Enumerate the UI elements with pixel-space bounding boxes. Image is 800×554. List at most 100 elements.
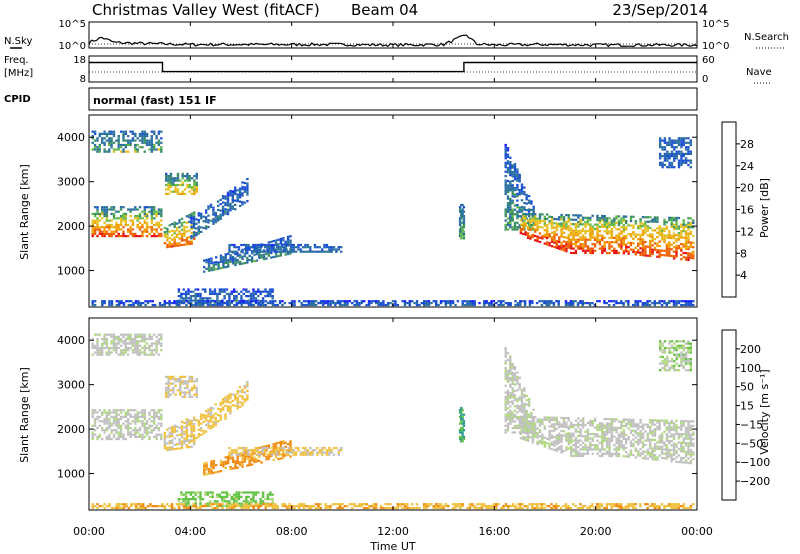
range-cell: [511, 210, 514, 213]
range-cell: [115, 349, 118, 352]
range-cell: [185, 446, 189, 449]
station-title: Christmas Valley West (fitACF): [92, 1, 320, 19]
range-cell: [677, 244, 681, 248]
range-cell: [692, 250, 695, 253]
range-cell: [653, 505, 656, 508]
range-cell: [202, 303, 205, 307]
range-cell: [531, 215, 534, 218]
range-cell: [670, 163, 674, 167]
range-cell: [201, 498, 205, 501]
range-cell: [186, 183, 189, 187]
range-cell: [127, 230, 130, 233]
range-cell: [225, 504, 229, 507]
range-cell: [625, 222, 628, 225]
range-cell: [601, 225, 604, 228]
range-cell: [122, 217, 125, 220]
range-cell: [680, 230, 683, 233]
range-cell: [555, 440, 558, 444]
range-cell: [324, 300, 327, 303]
range-cell: [661, 166, 664, 169]
range-cell: [646, 225, 649, 228]
range-cell: [181, 375, 184, 378]
range-cell: [471, 303, 474, 307]
range-cell: [226, 191, 230, 194]
range-cell: [129, 333, 132, 336]
range-cell: [165, 395, 168, 398]
range-cell: [271, 300, 275, 303]
range-cell: [473, 506, 476, 510]
range-cell: [680, 232, 683, 235]
range-cell: [504, 228, 507, 231]
range-cell: [311, 449, 314, 452]
range-cell: [598, 230, 602, 233]
range-cell: [124, 411, 127, 414]
range-cell: [454, 506, 457, 510]
range-cell: [546, 232, 549, 235]
range-cell: [307, 302, 311, 305]
range-cell: [570, 240, 573, 243]
range-cell: [523, 206, 526, 209]
range-cell: [119, 351, 123, 354]
range-cell: [217, 265, 220, 268]
range-cell: [336, 302, 339, 305]
freq-tick-left-top: 18: [73, 55, 86, 66]
range-cell: [153, 143, 156, 147]
range-cell: [122, 342, 125, 345]
range-cell: [216, 299, 219, 302]
range-cell: [511, 426, 514, 430]
range-cell: [622, 302, 625, 305]
range-cell: [274, 442, 278, 445]
range-cell: [530, 416, 533, 419]
range-cell: [167, 378, 170, 381]
range-cell: [260, 461, 263, 464]
range-cell: [406, 302, 409, 305]
range-cell: [323, 250, 326, 253]
range-cell: [567, 216, 570, 219]
range-cell: [598, 219, 602, 222]
range-cell: [231, 205, 234, 208]
range-cell: [91, 141, 94, 144]
range-cell: [605, 503, 608, 506]
beam-title: Beam 04: [351, 1, 418, 19]
range-cell: [644, 220, 647, 223]
range-cell: [138, 420, 142, 423]
range-cell: [504, 349, 507, 352]
range-cell: [200, 413, 203, 416]
range-cell: [439, 300, 443, 303]
range-cell: [660, 503, 664, 506]
range-cell: [523, 186, 526, 189]
range-cell: [196, 491, 200, 494]
range-cell: [562, 240, 566, 243]
range-cell: [122, 215, 125, 218]
range-cell: [167, 188, 170, 191]
range-cell: [601, 234, 604, 237]
range-cell: [130, 303, 133, 307]
range-cell: [317, 302, 320, 305]
range-cell: [195, 227, 198, 230]
range-cell: [155, 342, 158, 345]
range-cell: [454, 503, 457, 506]
range-cell: [519, 227, 523, 230]
range-cell: [153, 232, 156, 235]
range-cell: [396, 505, 399, 508]
range-cell: [298, 506, 301, 510]
range-cell: [203, 471, 206, 474]
range-cell: [201, 288, 205, 291]
range-cell: [183, 243, 186, 246]
range-cell: [150, 353, 153, 356]
range-cell: [513, 396, 517, 399]
range-cell: [91, 235, 94, 238]
range-cell: [523, 300, 527, 303]
range-cell: [243, 181, 247, 185]
range-cell: [560, 449, 563, 452]
range-cell: [454, 303, 457, 307]
range-cell: [639, 218, 642, 221]
range-cell: [226, 506, 229, 510]
range-cell: [525, 409, 528, 412]
range-cell: [518, 427, 521, 430]
range-cell: [519, 302, 522, 305]
range-cell: [108, 351, 111, 354]
range-cell: [579, 243, 582, 246]
range-cell: [673, 155, 676, 158]
range-cell: [329, 302, 332, 305]
